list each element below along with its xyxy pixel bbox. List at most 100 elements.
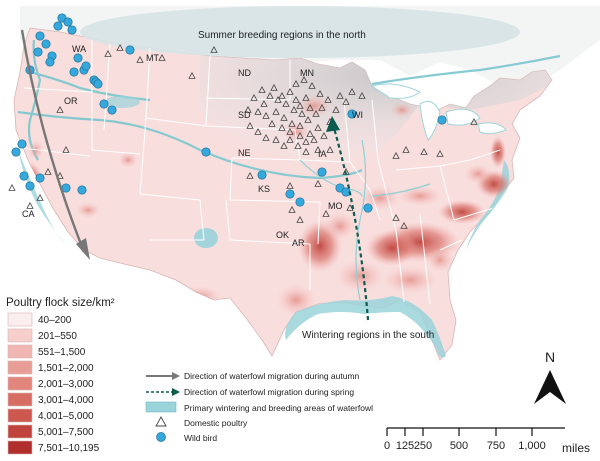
wild-bird-marker (93, 79, 103, 89)
state-label-ia: IA (318, 149, 327, 159)
legend-swatch (7, 328, 33, 343)
new-mexico-area (194, 228, 218, 248)
state-label-ks: KS (258, 184, 270, 194)
scale-tick-label: 750 (487, 440, 505, 452)
legend-swatch (7, 424, 33, 439)
poultry-marker (270, 83, 278, 91)
poultry-marker (402, 145, 410, 153)
poultry-marker (296, 121, 304, 129)
wild-bird-marker (107, 105, 117, 115)
key-poultry-triangle (155, 416, 167, 427)
poultry-marker (274, 95, 282, 103)
wild-bird-markers (11, 13, 447, 213)
poultry-marker (392, 213, 400, 221)
poultry-marker (342, 97, 350, 105)
breeding-label: Summer breeding regions in the north (198, 30, 366, 41)
poultry-marker (294, 141, 302, 149)
state-label-ca: CA (22, 209, 35, 219)
key-areas-label: Primary wintering and breeding areas of … (184, 403, 373, 413)
poultry-marker (302, 147, 310, 155)
poultry-marker (282, 99, 290, 107)
poultry-marker (312, 109, 320, 117)
poultry-marker (358, 91, 366, 99)
key-autumn-head (172, 372, 180, 380)
legend-bin-label: 201–550 (38, 331, 77, 342)
poultry-marker (296, 131, 304, 139)
poultry-marker (260, 99, 268, 107)
autumn-arrowhead (76, 238, 90, 260)
poultry-marker (280, 141, 288, 149)
poultry-marker (332, 105, 340, 113)
poultry-marker (318, 103, 326, 111)
poultry-marker (244, 105, 252, 113)
poultry-marker (26, 201, 34, 209)
wild-bird-marker (73, 53, 83, 63)
poultry-marker (272, 135, 280, 143)
poultry-marker (290, 105, 298, 113)
poultry-marker (348, 87, 356, 95)
legend-swatch (7, 360, 33, 375)
legend-swatch (7, 392, 33, 407)
wild-bird-marker (99, 99, 109, 109)
poultry-marker (314, 123, 322, 131)
wild-bird-marker (53, 21, 63, 31)
scale-tick-label: 500 (450, 440, 468, 452)
poultry-marker (280, 113, 288, 121)
key-legend: Direction of waterfowl migration during … (145, 371, 373, 443)
spring-migration-arrow (332, 127, 370, 321)
scale-unit: miles (562, 441, 590, 455)
gulf-coast-area (285, 296, 446, 358)
poultry-marker (272, 107, 280, 115)
poultry-marker (470, 117, 478, 125)
autumn-migration-arrow (20, 29, 86, 253)
wild-bird-marker (257, 170, 267, 180)
state-label-or: OR (64, 96, 78, 106)
legend-bin-label: 551–1,500 (38, 347, 86, 358)
wild-bird-marker (295, 197, 305, 207)
state-label-ar: AR (292, 238, 305, 248)
utah-lake-area (104, 96, 140, 108)
poultry-marker (420, 147, 428, 155)
poultry-marker (262, 133, 270, 141)
key-autumn-label: Direction of waterfowl migration during … (184, 371, 360, 381)
wild-bird-marker (19, 171, 29, 181)
breeding-cloud (80, 6, 520, 58)
atlantic-coast-area (466, 160, 510, 250)
great-lakes (370, 83, 507, 141)
key-spring-head (172, 388, 180, 396)
key-bird-label: Wild bird (184, 433, 217, 443)
legend-swatch (7, 312, 33, 327)
poultry-marker (104, 49, 112, 57)
spring-arrowhead (326, 116, 340, 132)
wild-bird-marker (81, 61, 91, 71)
poultry-marker (288, 205, 296, 213)
poultry-marker (306, 103, 314, 111)
wintering-label: Wintering regions in the south (302, 330, 434, 341)
key-bird-dot (156, 432, 166, 442)
poultry-marker (286, 87, 294, 95)
legend-swatch (7, 376, 33, 391)
wild-bird-marker (125, 45, 135, 55)
poultry-marker (304, 115, 312, 123)
poultry-marker (346, 203, 354, 211)
poultry-marker (56, 105, 64, 113)
poultry-marker (286, 127, 294, 135)
poultry-marker (286, 181, 294, 189)
wild-bird-marker (77, 185, 87, 195)
poultry-marker (262, 111, 270, 119)
wild-bird-marker (317, 167, 327, 177)
poultry-marker (392, 151, 400, 159)
poultry-marker (246, 121, 254, 129)
poultry-marker (254, 107, 262, 115)
poultry-marker (250, 93, 258, 101)
wild-bird-marker (11, 147, 21, 157)
poultry-marker (44, 167, 52, 175)
north-label: N (545, 349, 555, 365)
wild-bird-marker (35, 31, 45, 41)
wild-bird-marker (69, 67, 79, 77)
legend-bin-label: 5,001–7,500 (38, 427, 94, 438)
scale-tick-label: 250 (414, 440, 432, 452)
poultry-marker (188, 71, 196, 79)
poultry-marker (56, 171, 64, 179)
poultry-marker (298, 109, 306, 117)
